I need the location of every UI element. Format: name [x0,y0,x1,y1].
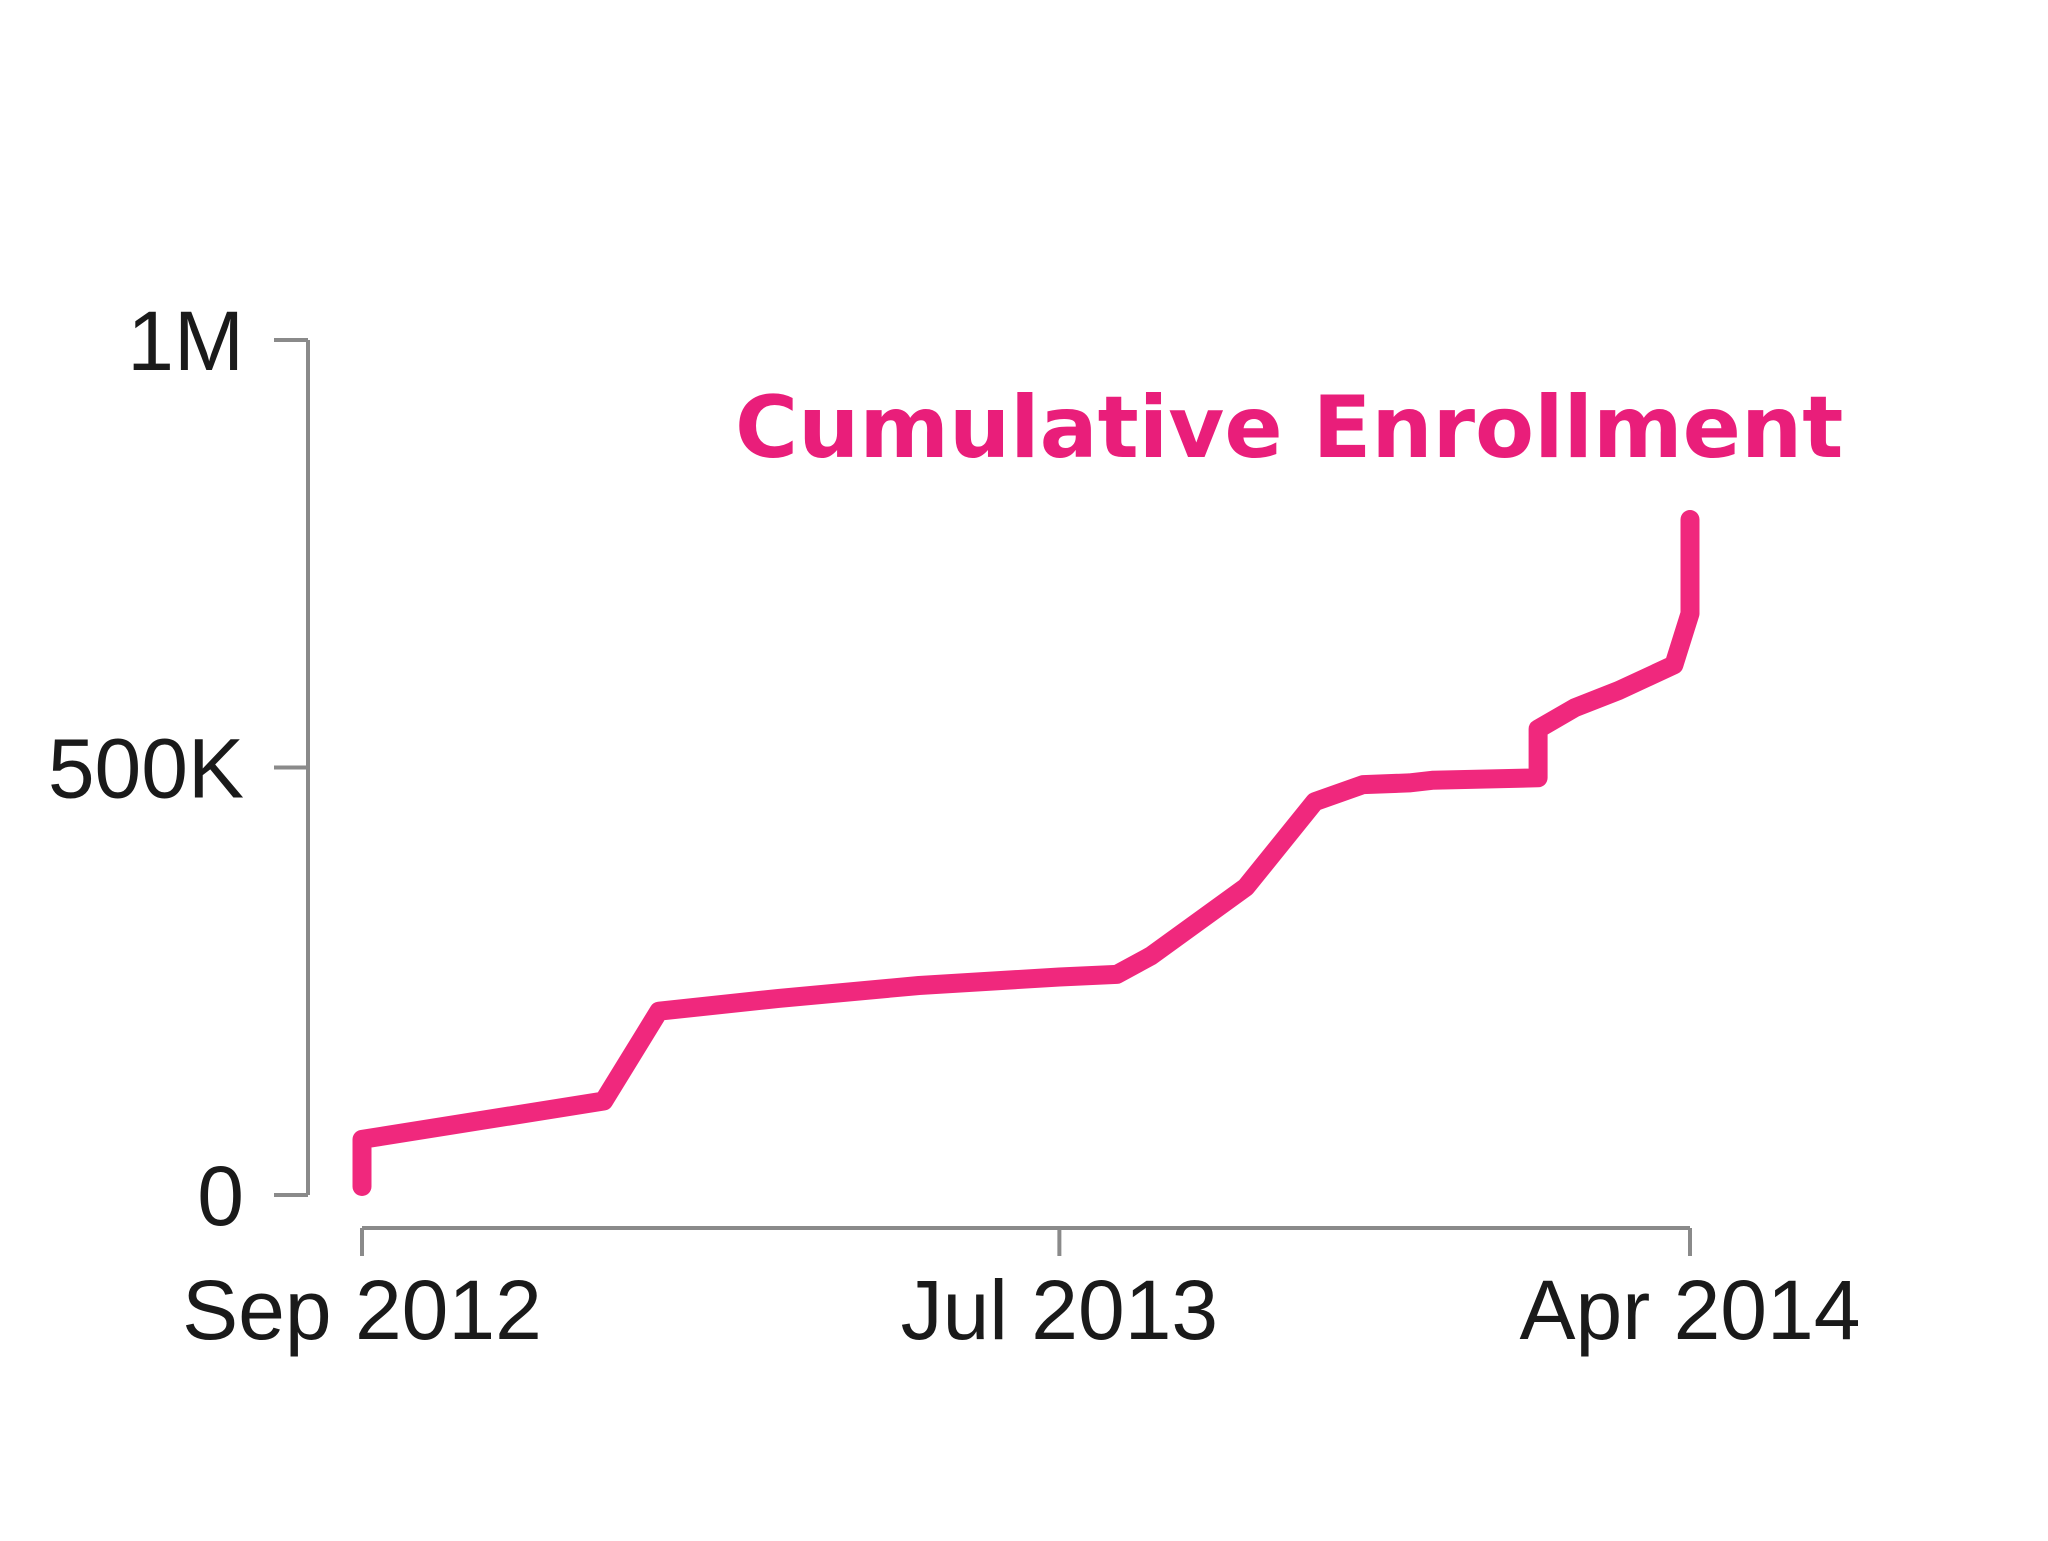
x-tick-label: Apr 2014 [1520,1263,1861,1357]
series-layer [352,510,1700,1196]
x-tick-label: Jul 2013 [901,1263,1219,1357]
y-tick-label: 1M [127,294,244,388]
chart-title: Cumulative Enrollment [735,378,1843,478]
y-tick-label: 500K [48,722,244,816]
y-tick-label: 0 [197,1149,244,1243]
enrollment-series-line [352,510,1700,1196]
x-tick-label: Sep 2012 [182,1263,542,1357]
tick-labels: 0 500K 1M Sep 2012 Jul 2013 Apr 2014 [48,294,1861,1357]
axes [274,338,1692,1256]
